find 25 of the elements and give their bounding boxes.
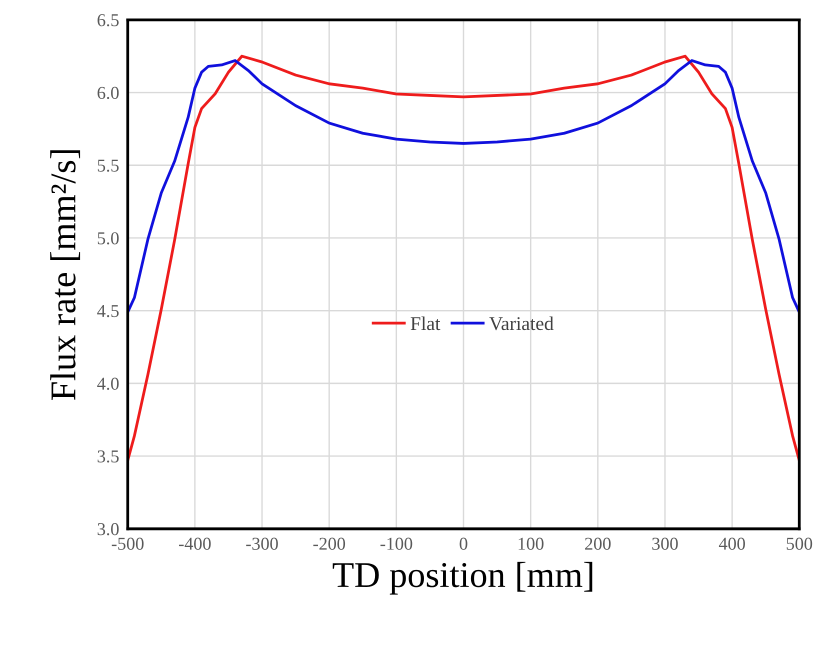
y-tick-label: 6.0: [98, 86, 119, 100]
legend-label: Variated: [489, 316, 554, 330]
legend-label: Flat: [410, 316, 440, 330]
y-tick-label: 3.0: [98, 523, 119, 536]
x-tick-label: -100: [380, 538, 412, 550]
x-tick-label: 0: [460, 538, 468, 550]
line-series: [128, 54, 800, 462]
x-tick-label: 300: [652, 538, 678, 550]
y-tick-label: 6.5: [98, 14, 119, 26]
x-tick-label: 100: [518, 538, 544, 550]
line-series: [128, 59, 800, 314]
y-axis-title: Flux rate [mm²/s]: [50, 150, 80, 400]
x-tick-label: -500: [112, 538, 144, 550]
x-tick-label: 500: [786, 538, 812, 550]
y-tick-label: 5.5: [98, 160, 119, 172]
x-tick-label: -200: [313, 538, 346, 550]
x-tick-label: -300: [246, 538, 278, 550]
y-tick-label: 5.0: [98, 232, 119, 244]
y-tick-label: 4.5: [97, 305, 119, 318]
y-tick-label: 3.5: [98, 450, 119, 463]
x-axis-title: TD position [mm]: [332, 562, 592, 595]
x-tick-label: 400: [718, 538, 745, 550]
x-tick-label: -400: [179, 538, 211, 550]
x-tick-label: 200: [585, 538, 611, 550]
y-tick-label: 4.0: [97, 378, 119, 390]
